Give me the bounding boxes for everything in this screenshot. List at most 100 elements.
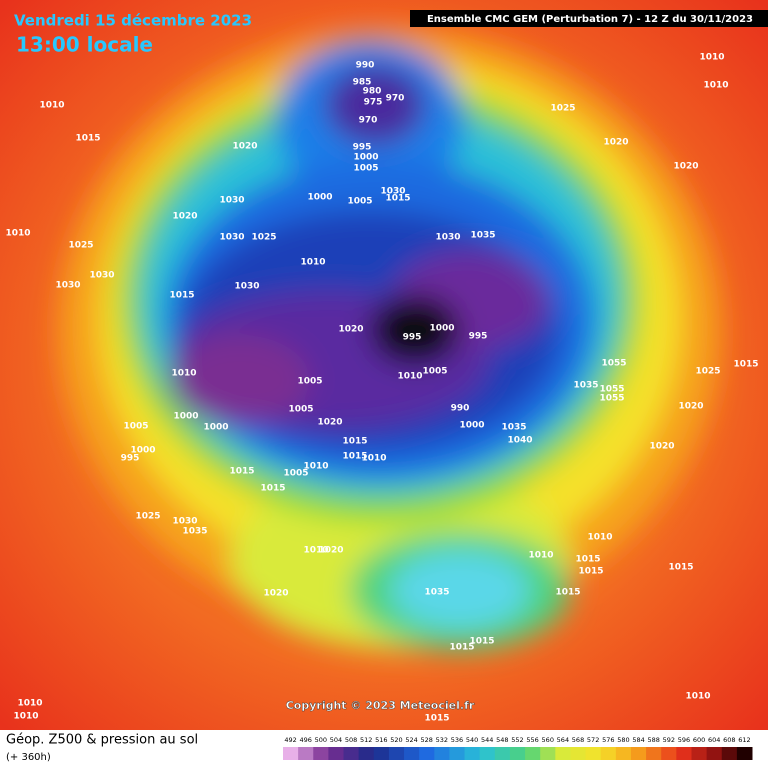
isobar-label: 1005 (297, 377, 322, 387)
colorbar-swatch (343, 747, 360, 760)
isobar-label: 1030 (219, 233, 244, 243)
isobar-label: 1000 (353, 153, 378, 163)
colorbar-label: 500 (315, 736, 327, 744)
isobar-label: 1015 (733, 360, 758, 370)
colorbar-label: 580 (617, 736, 629, 744)
isobar-label: 1010 (17, 699, 42, 709)
colorbar-swatch (388, 747, 405, 760)
isobar-label: 1055 (599, 394, 624, 404)
isobar-label: 1010 (171, 369, 196, 379)
colorbar-label: 568 (572, 736, 584, 744)
forecast-lead: (+ 360h) (6, 752, 51, 763)
isobar-label: 1030 (435, 233, 460, 243)
run-info: Ensemble CMC GEM (Perturbation 7) - 12 Z… (427, 14, 753, 25)
colorbar-swatch (373, 747, 390, 760)
colorbar-swatch (615, 747, 632, 760)
isobar-label: 1010 (39, 101, 64, 111)
colorbar-swatch (358, 747, 375, 760)
colorbar-swatch (479, 747, 496, 760)
isobar-label: 1035 (573, 381, 598, 391)
colorbar-label: 548 (496, 736, 508, 744)
run-banner (410, 10, 768, 27)
colorbar-label: 584 (632, 736, 644, 744)
isobar-label: 1015 (578, 567, 603, 577)
isobar-label: 1015 (668, 563, 693, 573)
isobar-label: 1020 (263, 589, 288, 599)
colorbar-swatch (404, 747, 420, 760)
isobar-label: 1010 (699, 53, 724, 63)
isobar-label: 1035 (182, 527, 207, 537)
isobar-label: 995 (353, 143, 372, 153)
isobar-label: 1010 (300, 258, 325, 268)
isobar-label: 1015 (424, 714, 449, 724)
colorbar-swatch (464, 747, 481, 760)
colorbar-label: 576 (602, 736, 614, 744)
geopotential-field (60, 30, 720, 650)
isobar-label: 1030 (380, 187, 405, 197)
colorbar-swatch (509, 747, 526, 760)
isobar-label: 1030 (219, 196, 244, 206)
isobar-label: 1010 (528, 551, 553, 561)
colorbar-label: 564 (557, 736, 569, 744)
isobar-label: 1020 (172, 212, 197, 222)
isobar-label: 1010 (303, 462, 328, 472)
isobar-label: 1025 (550, 104, 575, 114)
isobar-label: 1015 (229, 467, 254, 477)
isobar-label: 1000 (459, 421, 484, 431)
isobar-label: 1020 (603, 138, 628, 148)
isobar-label: 1010 (361, 454, 386, 464)
colorbar-label: 512 (360, 736, 372, 744)
colorbar-label: 560 (542, 736, 554, 744)
colorbar-label: 508 (345, 736, 357, 744)
isobar-label: 970 (386, 94, 405, 104)
colorbar-label: 528 (421, 736, 433, 744)
isobar-label: 1020 (678, 402, 703, 412)
colorbar-label: 612 (738, 736, 750, 744)
isobar-label: 1015 (260, 484, 285, 494)
isobar-label: 1035 (424, 588, 449, 598)
isobar-label: 1005 (422, 367, 447, 377)
isobar-label: 1025 (251, 233, 276, 243)
isobar-label: 1020 (317, 418, 342, 428)
isobar-label: 1015 (75, 134, 100, 144)
isobar-label: 1015 (385, 194, 410, 204)
isobar-label: 1010 (397, 372, 422, 382)
isobar-label: 1025 (695, 367, 720, 377)
isobar-label: 1000 (429, 324, 454, 334)
isobar-label: 1025 (68, 241, 93, 251)
isobar-label: 1015 (555, 588, 580, 598)
colorbar-swatch (600, 747, 617, 760)
isobar-label: 1020 (318, 546, 343, 556)
isobar-label: 1025 (135, 512, 160, 522)
colorbar-label: 540 (466, 736, 478, 744)
colorbar-swatch (434, 747, 450, 760)
isobar-label: 1010 (587, 533, 612, 543)
colorbar-label: 544 (481, 736, 493, 744)
colorbar-swatch (283, 747, 299, 760)
colorbar-swatch (661, 747, 677, 760)
isobar-label: 995 (403, 333, 422, 343)
colorbar-label: 492 (284, 736, 296, 744)
isobar-label: 1000 (173, 412, 198, 422)
isobar-label: 1055 (599, 385, 624, 395)
isobar-label: 1015 (469, 637, 494, 647)
isobar-label: 970 (359, 116, 378, 126)
colorbar-label: 536 (451, 736, 463, 744)
colorbar-swatch (298, 747, 314, 760)
colorbar-label: 496 (299, 736, 311, 744)
isobar-label: 1010 (303, 546, 328, 556)
colorbar-label: 516 (375, 736, 387, 744)
colorbar-label: 608 (723, 736, 735, 744)
footer-title: Géop. Z500 & pression au sol (6, 733, 198, 748)
colorbar-swatch (525, 747, 541, 760)
isobar-label: 1035 (470, 231, 495, 241)
colorbar-swatch (630, 747, 647, 760)
isobar-label: 995 (121, 454, 140, 464)
isobar-label: 1005 (123, 422, 148, 432)
colorbar: 492 496 500 504 508 512 516 520 524 528 532 536 540 5… (283, 736, 753, 760)
isobar-label: 1020 (232, 142, 257, 152)
local-time: 13:00 locale (16, 33, 153, 57)
isobar-label: 1040 (507, 436, 532, 446)
